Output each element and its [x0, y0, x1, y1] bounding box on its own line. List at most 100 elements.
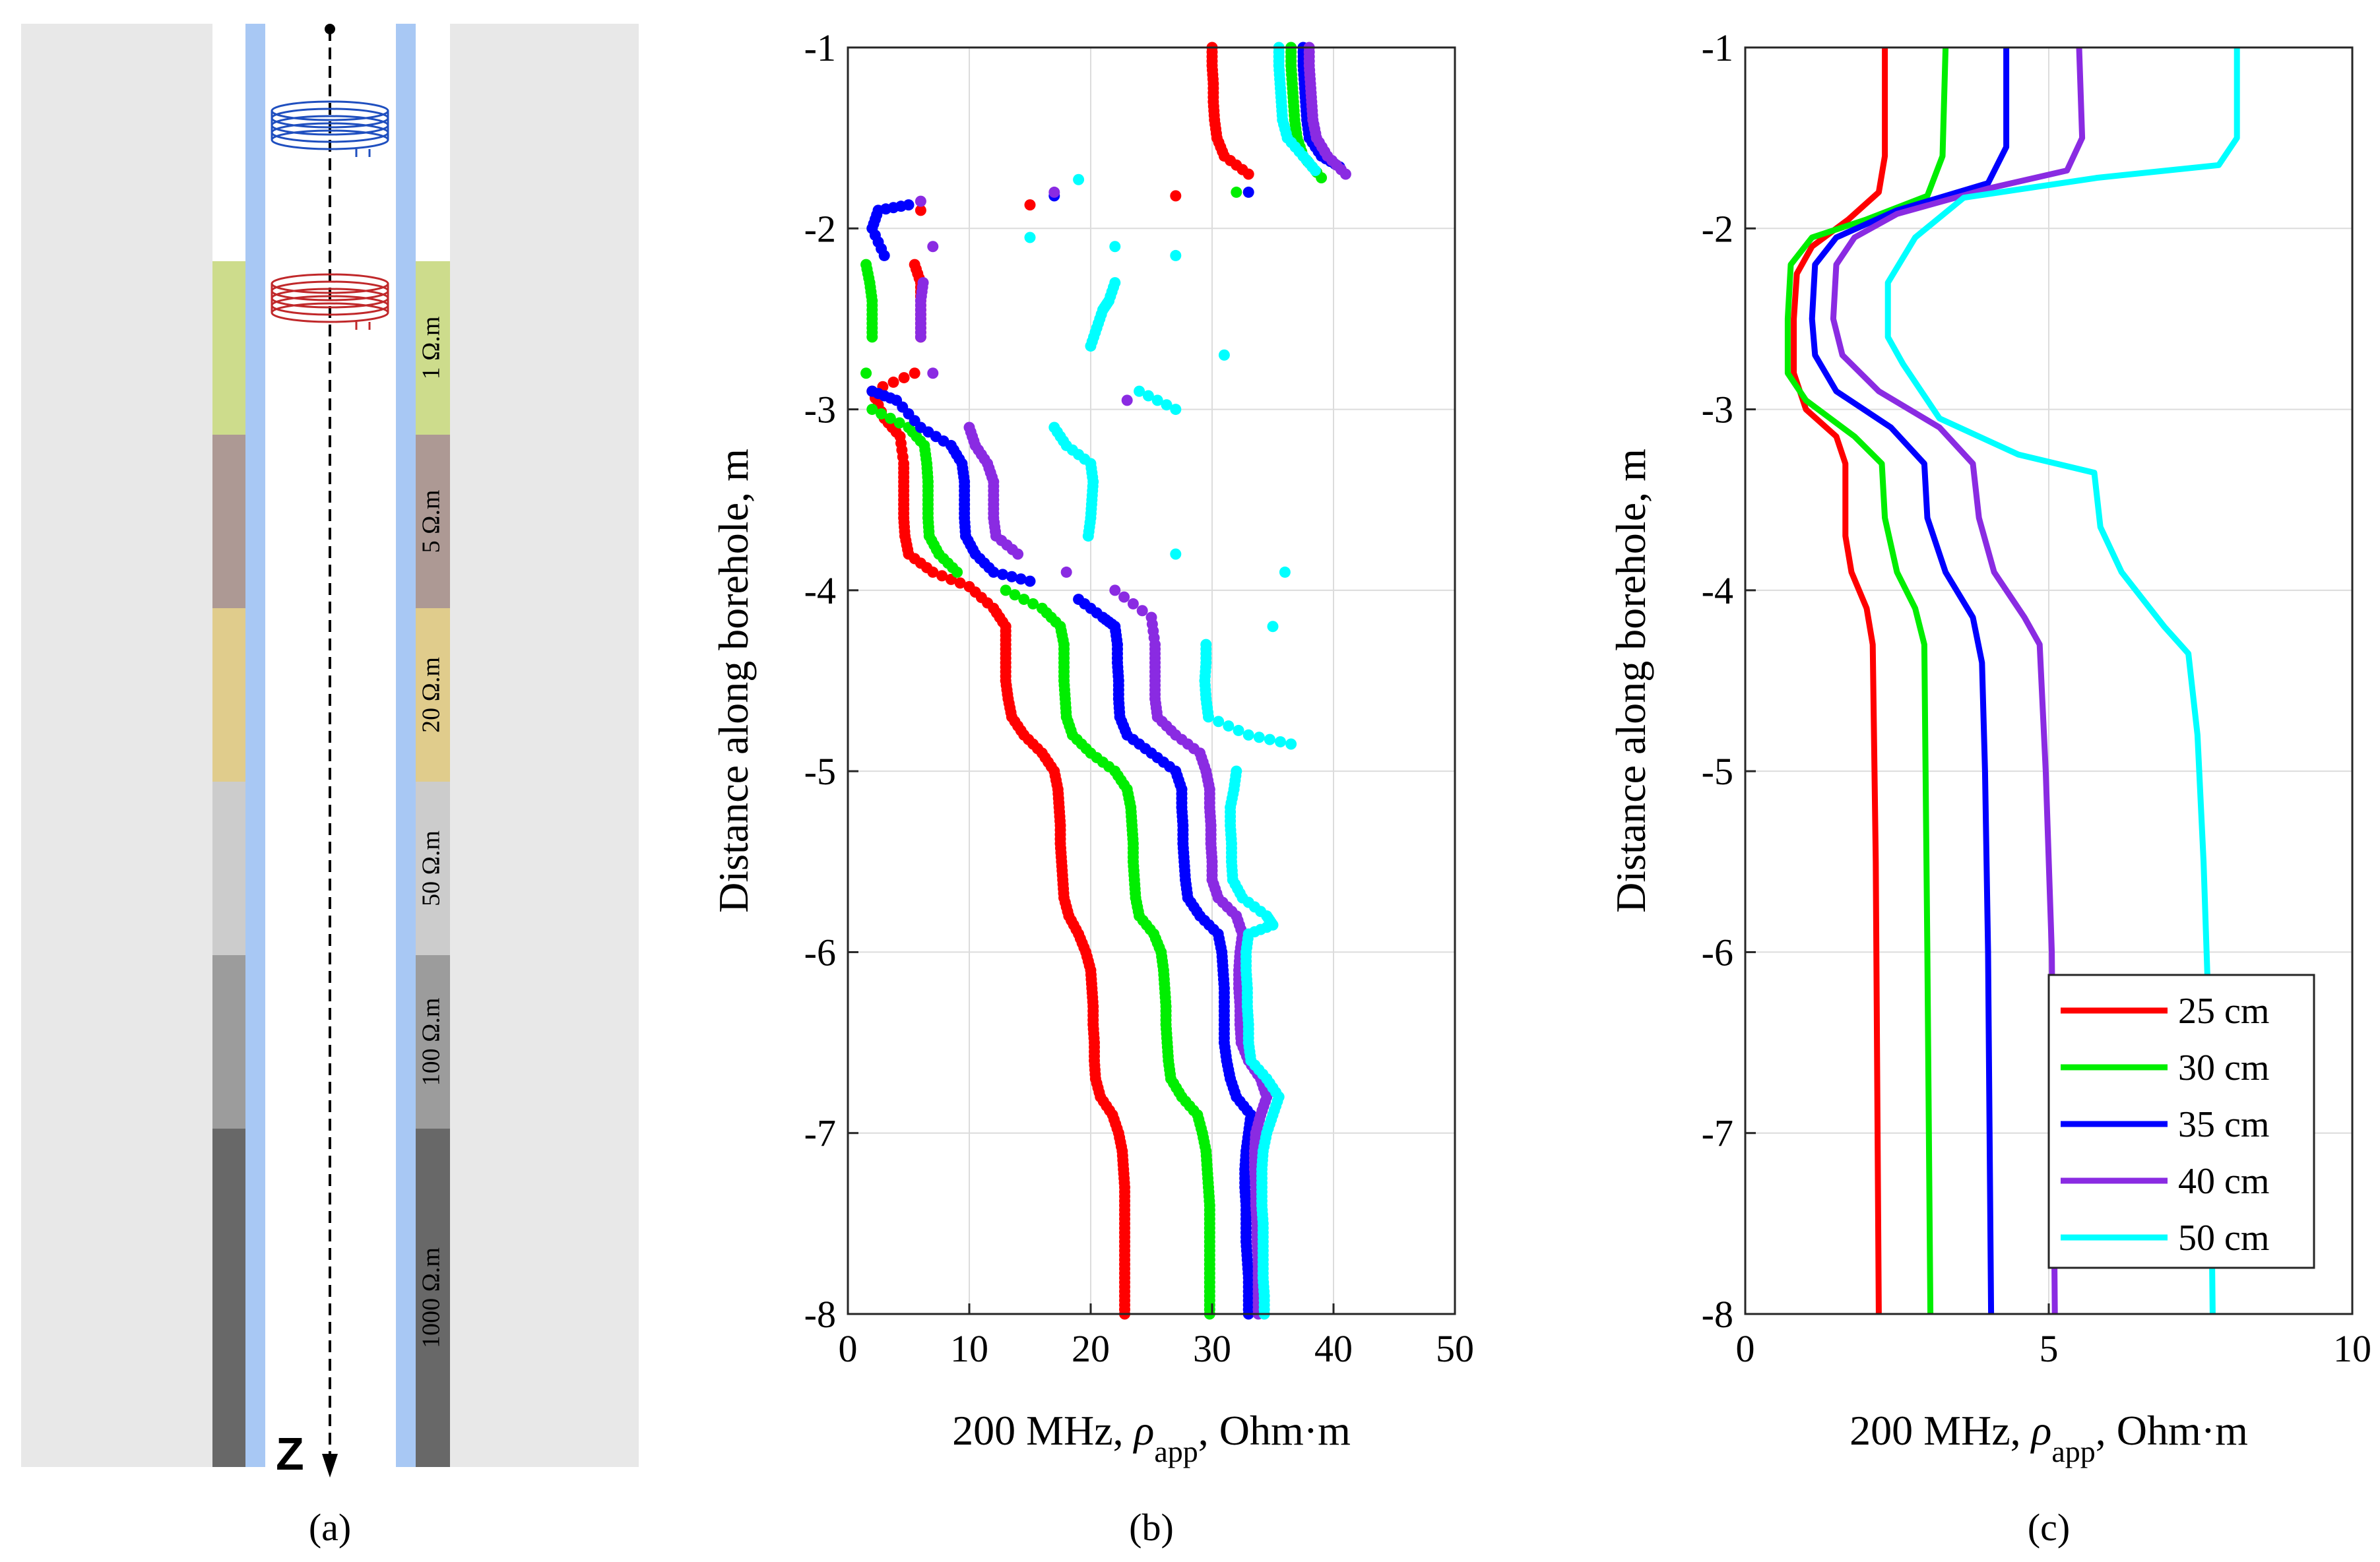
point-b-1-16 — [866, 404, 878, 416]
borehole-casing-right — [396, 24, 416, 1467]
point-b-0-16-2 — [887, 376, 899, 388]
c-xtick-label-1: 5 — [2040, 1327, 2059, 1370]
layer-left-2 — [212, 608, 245, 782]
b-ytick-label-1: -2 — [804, 207, 836, 250]
legend-label-4: 50 cm — [2178, 1218, 2269, 1259]
point-b-4-29 — [1267, 621, 1279, 633]
point-b-3-10 — [927, 241, 939, 253]
formation-layers-left — [212, 261, 245, 1467]
layer-right-3 — [416, 782, 450, 955]
y-axis-title-b: Distance along borehole, m — [710, 449, 757, 913]
b-ytick-label-6: -7 — [804, 1112, 836, 1155]
point-b-4-28 — [1279, 566, 1291, 578]
point-b-2-24 — [988, 566, 1000, 578]
b-ytick-label-0: -1 — [804, 26, 836, 69]
layer-left-0 — [212, 261, 245, 435]
panel-label-b: (b) — [1129, 1506, 1174, 1549]
line-c-1 — [1784, 47, 1949, 1315]
point-b-3-26-3 — [1136, 605, 1148, 617]
z-axis-arrowhead — [322, 1454, 338, 1478]
point-b-4-18-3 — [1161, 399, 1173, 411]
point-b-3-25 — [1060, 566, 1072, 578]
b-xtick-label-2: 20 — [1072, 1327, 1110, 1370]
z-axis-label: Z — [276, 1428, 304, 1480]
c-ytick-label-3: -4 — [1702, 569, 1733, 612]
layer-right-0 — [416, 261, 450, 435]
point-b-4-35-1 — [1253, 732, 1265, 743]
point-b-3-8 — [1048, 186, 1060, 198]
point-b-0-8 — [1170, 190, 1182, 202]
b-xtick-label-3: 30 — [1193, 1327, 1231, 1370]
point-b-3-26-1 — [1118, 591, 1130, 603]
panel-label-c: (c) — [2028, 1506, 2070, 1549]
transmitter-coil-icon — [271, 100, 389, 157]
c-xtick-label-0: 0 — [1736, 1327, 1755, 1370]
b-ytick-label-7: -8 — [804, 1293, 836, 1336]
point-b-1-16-3 — [893, 417, 905, 429]
point-b-4-27 — [1170, 548, 1182, 560]
point-b-4-9 — [1024, 232, 1036, 243]
point-b-2-25 — [1024, 575, 1036, 587]
point-b-2-8 — [1242, 186, 1254, 198]
point-b-1-16-2 — [884, 412, 896, 424]
layer-right-2 — [416, 608, 450, 782]
b-ytick-label-2: -3 — [804, 389, 836, 431]
c-ytick-label-1: -2 — [1702, 207, 1733, 250]
point-b-1-26-1 — [1009, 589, 1021, 601]
point-b-2-24-3 — [1015, 573, 1027, 585]
layer-right-1 — [416, 435, 450, 608]
formation-background-left — [21, 24, 212, 1467]
point-b-2-13 — [878, 249, 890, 261]
point-b-4-16 — [1085, 340, 1097, 352]
line-c-0 — [1791, 47, 1888, 1315]
point-b-1-26 — [1000, 584, 1012, 596]
point-b-1-16-1 — [876, 408, 887, 420]
panel-a-schematic: 1 Ω.m 5 Ω.m 20 Ω.m 50 Ω.m 100 Ω.m 1000 Ω.m Z — [21, 24, 639, 1480]
point-b-4-34 — [1202, 711, 1214, 723]
point-b-4-18-2 — [1151, 394, 1163, 406]
point-b-0-26-1 — [936, 570, 948, 582]
layer-left-3 — [212, 782, 245, 955]
point-b-4-35-2 — [1264, 734, 1275, 745]
point-b-2-24-2 — [1006, 571, 1017, 582]
point-b-4-18 — [1134, 385, 1145, 397]
point-b-0-26 — [927, 566, 939, 578]
point-b-3-15 — [927, 367, 939, 379]
point-b-4-8 — [1073, 173, 1085, 185]
panel-label-a: (a) — [309, 1506, 351, 1549]
point-b-0-26-3 — [954, 577, 966, 589]
layer-label-5: 1000 Ω.m — [418, 1247, 445, 1348]
b-ytick-label-5: -6 — [804, 931, 836, 974]
legend-label-2: 35 cm — [2178, 1104, 2269, 1145]
point-b-1-14 — [866, 331, 878, 343]
c-ytick-label-6: -7 — [1702, 1112, 1733, 1155]
layer-right-5 — [416, 1129, 450, 1467]
line-c-3 — [1830, 47, 2086, 1315]
b-ytick-label-3: -4 — [804, 569, 836, 612]
legend-label-3: 40 cm — [2178, 1161, 2269, 1202]
layer-left-4 — [212, 955, 245, 1129]
layer-label-1: 5 Ω.m — [418, 490, 445, 553]
c-ytick-label-2: -3 — [1702, 389, 1733, 431]
point-b-1-26-2 — [1018, 594, 1030, 606]
series-b-40cm — [915, 42, 1351, 1320]
layer-label-3: 50 Ω.m — [418, 830, 445, 906]
series-c — [1784, 47, 2240, 1315]
point-b-0-10 — [915, 204, 926, 216]
point-b-4-26 — [1082, 530, 1094, 542]
legend-label-1: 30 cm — [2178, 1047, 2269, 1088]
c-ytick-label-7: -8 — [1702, 1293, 1733, 1336]
layer-label-0: 1 Ω.m — [418, 317, 445, 380]
point-b-4-34-2 — [1223, 720, 1235, 732]
b-ytick-label-4: -5 — [804, 750, 836, 793]
point-b-4-18-1 — [1142, 390, 1154, 402]
point-b-4-35 — [1242, 729, 1254, 741]
point-b-3-24 — [1012, 548, 1024, 560]
point-b-2-24-1 — [997, 569, 1009, 580]
legend-c: 25 cm 30 cm 35 cm 40 cm 50 cm — [2047, 974, 2315, 1269]
point-b-0-7 — [1242, 168, 1254, 180]
point-b-4-7 — [1309, 165, 1321, 177]
x-axis-title-b: 200 MHz, ρapp, Ohm·m — [952, 1407, 1351, 1468]
point-b-3-7 — [1339, 168, 1351, 180]
